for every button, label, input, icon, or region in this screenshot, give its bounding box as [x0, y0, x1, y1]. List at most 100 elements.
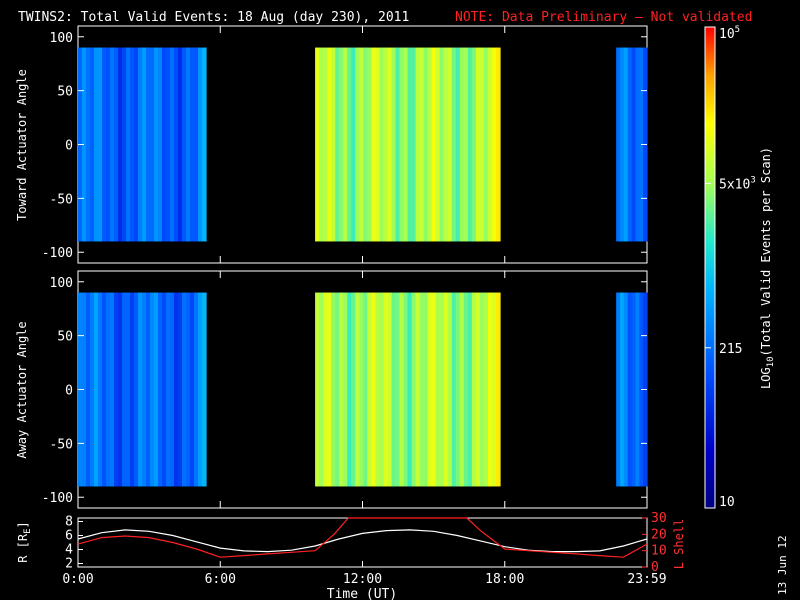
colorbar-tick-label: 5x103 — [719, 175, 756, 192]
radius-tick-label: 8 — [65, 515, 73, 530]
heatmap-stripe — [158, 47, 163, 242]
away-y-ticks: 100 50 0 -50 -100 — [42, 276, 647, 506]
colorbar-tick-label: 105 — [719, 25, 740, 42]
heatmap-stripe — [130, 292, 135, 487]
y-tick-label: -50 — [50, 437, 73, 452]
heatmap-stripe — [126, 292, 131, 487]
heatmap-stripe — [343, 292, 348, 487]
heatmap-stripe — [455, 47, 461, 242]
heatmap-stripe — [150, 47, 155, 242]
heatmap-stripe — [86, 47, 91, 242]
away-x-ticks — [77, 271, 648, 508]
heatmap-stripe — [435, 47, 441, 242]
heatmap-stripe — [399, 292, 405, 487]
heatmap-stripe — [387, 292, 393, 487]
heatmap-stripe — [335, 292, 340, 487]
toward-heatmap — [78, 47, 648, 242]
heatmap-stripe — [623, 292, 629, 487]
heatmap-stripe — [154, 292, 159, 487]
heatmap-stripe — [459, 292, 465, 487]
heatmap-stripe — [479, 292, 485, 487]
heatmap-stripe — [110, 47, 115, 242]
heatmap-stripe — [467, 292, 473, 487]
heatmap-stripe — [495, 47, 501, 242]
heatmap-stripe — [126, 47, 131, 242]
heatmap-stripe — [106, 292, 111, 487]
heatmap-stripe — [463, 292, 469, 487]
colorbar: 10 215 5x103 105 LOG10(Total Valid Events p… — [704, 25, 776, 510]
heatmap-stripe — [383, 292, 389, 487]
heatmap-stripe — [351, 292, 356, 487]
heatmap-stripe — [134, 47, 139, 242]
heatmap-stripe — [102, 292, 107, 487]
toward-panel: 100 50 0 -50 -100 Toward Actuator Angle — [15, 25, 648, 264]
heatmap-stripe — [627, 292, 633, 487]
heatmap-stripe — [363, 47, 368, 242]
heatmap-stripe — [371, 292, 376, 487]
heatmap-stripe — [162, 47, 167, 242]
away-heatmap — [78, 292, 648, 487]
radius-tick-label: 6 — [65, 529, 73, 544]
heatmap-stripe — [631, 292, 637, 487]
heatmap-stripe — [447, 292, 453, 487]
heatmap-stripe — [387, 47, 393, 242]
heatmap-stripe — [339, 47, 344, 242]
y-tick-label: -100 — [42, 246, 73, 261]
heatmap-stripe — [635, 292, 640, 487]
radius-tick-label: 2 — [65, 557, 73, 572]
lshell-tick-label: 10 — [651, 544, 667, 559]
heatmap-stripe — [407, 292, 413, 487]
heatmap-stripe — [431, 292, 437, 487]
heatmap-stripe — [407, 47, 413, 242]
radius-line — [77, 529, 648, 553]
heatmap-stripe — [146, 292, 151, 487]
heatmap-stripe — [162, 292, 167, 487]
colorbar-tick-label: 10 — [719, 495, 735, 510]
y-tick-label: 0 — [65, 384, 73, 399]
heatmap-stripe — [138, 292, 143, 487]
heatmap-stripe — [375, 47, 380, 242]
heatmap-stripe — [627, 47, 633, 242]
heatmap-stripe — [616, 47, 621, 242]
heatmap-stripe — [379, 47, 385, 242]
heatmap-stripe — [495, 292, 501, 487]
heatmap-stripe — [471, 47, 477, 242]
time-tick-label: 12:00 — [343, 572, 382, 587]
heatmap-stripe — [331, 292, 336, 487]
heatmap-stripe — [331, 47, 336, 242]
y-tick-label: -50 — [50, 192, 73, 207]
heatmap-stripe — [86, 292, 91, 487]
heatmap-stripe — [463, 47, 469, 242]
heatmap-stripe — [323, 292, 328, 487]
heatmap-stripe — [435, 292, 441, 487]
heatmap-stripe — [379, 292, 385, 487]
heatmap-stripe — [170, 47, 175, 242]
heatmap-stripe — [138, 47, 143, 242]
heatmap-stripe — [467, 47, 473, 242]
heatmap-stripe — [178, 292, 183, 487]
lshell-line — [77, 517, 648, 558]
heatmap-stripe — [142, 292, 147, 487]
colorbar-tick-label: 215 — [719, 342, 742, 357]
heatmap-stripe — [487, 47, 493, 242]
heatmap-stripe — [475, 47, 481, 242]
heatmap-stripe — [118, 292, 123, 487]
y-tick-label: 100 — [50, 31, 73, 46]
radius-axis-label: R [RE] — [16, 521, 33, 563]
lshell-axis-label: L Shell — [672, 519, 686, 570]
toward-y-ticks: 100 50 0 -50 -100 — [42, 31, 647, 261]
heatmap-stripe — [475, 292, 481, 487]
heatmap-stripe — [194, 47, 199, 242]
heatmap-stripe — [154, 47, 159, 242]
heatmap-stripe — [98, 292, 103, 487]
time-tick-label: 0:00 — [62, 572, 93, 587]
toward-x-ticks — [77, 26, 648, 263]
heatmap-stripe — [98, 47, 103, 242]
time-tick-label: 6:00 — [205, 572, 236, 587]
heatmap-stripe — [359, 47, 364, 242]
heatmap-stripe — [166, 292, 171, 487]
heatmap-stripe — [194, 292, 199, 487]
heatmap-stripe — [90, 47, 95, 242]
